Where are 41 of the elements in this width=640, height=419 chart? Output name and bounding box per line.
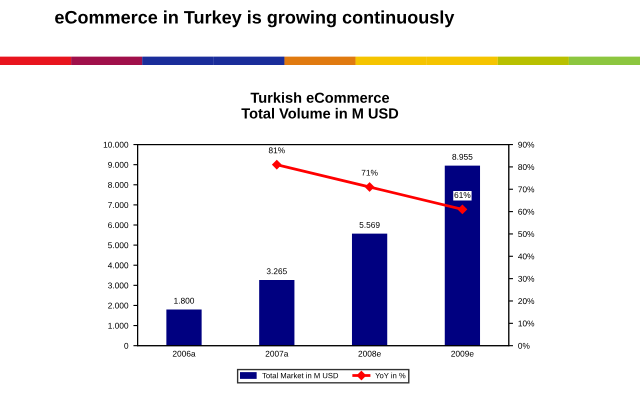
x-tick-label: 2006a	[172, 350, 196, 357]
y-tick-label: 4.000	[108, 262, 128, 268]
point	[458, 204, 468, 214]
y-tick-label: 10.000	[104, 142, 128, 148]
data-label: 81%	[268, 147, 285, 154]
y2-tick-label: 40%	[518, 253, 534, 260]
y-tick-label: 9.000	[108, 162, 128, 168]
y2-tick-label: 60%	[518, 208, 534, 215]
bar	[352, 234, 388, 346]
chart-subtitle: Turkish eCommerce Total Volume in M USD	[241, 92, 398, 119]
x-tick-label: 2009e	[451, 350, 474, 357]
data-label: 61%	[454, 192, 470, 198]
y2-tick-label: 10%	[518, 320, 534, 326]
y-tick-label: 5.000	[108, 242, 128, 248]
x-tick-label: 2007a	[266, 350, 288, 357]
point	[364, 182, 374, 192]
data-label: 8.955	[452, 154, 472, 160]
y2-tick-label: 0%	[518, 342, 530, 349]
y2-tick-label: 70%	[518, 186, 534, 192]
y-tick-label: 8.000	[108, 182, 128, 188]
y-tick-label: 2.000	[108, 302, 128, 309]
y-tick-label: 6.000	[108, 222, 128, 228]
y-tick-label: 1.000	[108, 322, 128, 329]
data-label: 3.265	[266, 268, 287, 274]
y-tick-label: 3.000	[108, 282, 128, 288]
data-label: 5.569	[360, 222, 380, 228]
bar	[259, 280, 294, 346]
bar	[444, 166, 480, 346]
y2-tick-label: 80%	[518, 164, 534, 170]
bar	[166, 309, 202, 346]
data-label: 1.800	[174, 298, 194, 304]
y2-tick-label: 30%	[518, 276, 534, 282]
y2-tick-label: 50%	[518, 231, 534, 238]
y-tick-label: 7.000	[108, 202, 128, 208]
chart-title: eCommerce in Turkey is growing continuously	[55, 10, 454, 28]
y2-tick-label: 20%	[518, 298, 534, 304]
point	[272, 160, 282, 170]
y-tick-label: 0	[124, 342, 128, 349]
data-label: 71%	[362, 170, 378, 176]
x-tick-label: 2008e	[358, 350, 381, 357]
y2-tick-label: 90%	[518, 142, 534, 148]
